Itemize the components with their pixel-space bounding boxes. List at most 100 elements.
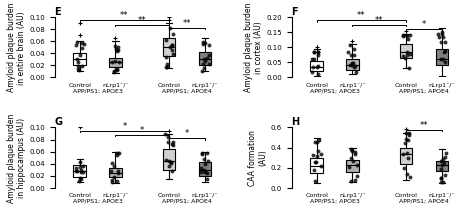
- Point: [163, 66, 171, 69]
- Point: [169, 141, 176, 144]
- Point: [168, 169, 176, 172]
- Point: [77, 169, 85, 172]
- Point: [402, 34, 410, 37]
- Text: APP/PS1; APOE4: APP/PS1; APOE4: [399, 88, 449, 94]
- Point: [203, 56, 210, 60]
- Point: [434, 33, 442, 36]
- Point: [438, 176, 445, 180]
- Point: [311, 160, 319, 164]
- Point: [400, 166, 408, 170]
- Bar: [400, 45, 412, 58]
- Point: [442, 41, 449, 45]
- Point: [115, 169, 122, 173]
- Point: [112, 37, 119, 40]
- Point: [313, 141, 321, 144]
- Point: [163, 38, 170, 42]
- Point: [347, 53, 355, 57]
- Point: [163, 56, 170, 59]
- Point: [347, 179, 355, 183]
- Point: [346, 64, 354, 67]
- Point: [169, 33, 176, 36]
- Point: [115, 61, 123, 64]
- Point: [114, 69, 121, 72]
- Point: [352, 151, 359, 154]
- Point: [401, 142, 409, 145]
- Point: [438, 32, 446, 36]
- Point: [165, 159, 173, 162]
- Point: [74, 67, 82, 71]
- Point: [351, 65, 359, 68]
- Point: [441, 60, 448, 64]
- Point: [76, 176, 83, 179]
- Point: [200, 157, 208, 161]
- Point: [402, 131, 410, 135]
- Bar: [163, 39, 175, 57]
- Point: [165, 164, 173, 168]
- Point: [113, 179, 121, 182]
- Point: [201, 163, 209, 166]
- Point: [315, 53, 322, 57]
- Bar: [109, 59, 122, 67]
- Point: [348, 149, 356, 152]
- Point: [199, 43, 207, 46]
- Point: [352, 152, 359, 155]
- Point: [201, 170, 209, 174]
- Bar: [73, 165, 86, 177]
- Point: [80, 42, 88, 46]
- Point: [165, 16, 173, 19]
- Point: [437, 180, 445, 184]
- Point: [74, 60, 82, 64]
- Point: [72, 166, 79, 169]
- Point: [317, 164, 325, 167]
- Y-axis label: Amyloid plaque burden
in cortex (AU): Amyloid plaque burden in cortex (AU): [244, 3, 264, 92]
- Point: [402, 128, 410, 131]
- Point: [169, 144, 176, 147]
- Point: [440, 50, 447, 54]
- Point: [108, 181, 116, 184]
- Point: [108, 178, 116, 181]
- Point: [317, 153, 325, 156]
- Point: [73, 169, 81, 173]
- Point: [310, 168, 318, 172]
- Point: [401, 57, 409, 60]
- Point: [353, 174, 360, 178]
- Bar: [436, 49, 448, 66]
- Text: *: *: [122, 121, 127, 130]
- Text: **: **: [183, 19, 191, 28]
- Point: [161, 132, 169, 136]
- Point: [404, 37, 411, 41]
- Text: APP/PS1; APOE4: APP/PS1; APOE4: [162, 199, 212, 203]
- Point: [313, 65, 321, 69]
- Point: [403, 50, 410, 54]
- Point: [114, 48, 121, 52]
- Point: [162, 158, 170, 162]
- Point: [438, 160, 445, 163]
- Point: [162, 66, 169, 69]
- Point: [439, 36, 447, 39]
- Point: [201, 42, 209, 45]
- Point: [439, 180, 447, 183]
- Point: [403, 35, 411, 38]
- Text: APP/PS1; APOE4: APP/PS1; APOE4: [399, 199, 449, 203]
- Point: [405, 134, 412, 137]
- Point: [111, 44, 119, 48]
- Point: [352, 70, 360, 73]
- Text: APP/PS1; APOE3: APP/PS1; APOE3: [310, 88, 359, 94]
- Point: [109, 61, 116, 64]
- Point: [315, 50, 322, 54]
- Point: [441, 50, 448, 53]
- Point: [313, 46, 320, 49]
- Point: [310, 65, 317, 69]
- Point: [73, 41, 81, 44]
- Text: *: *: [185, 129, 189, 138]
- Bar: [400, 148, 412, 164]
- Point: [205, 43, 213, 47]
- Point: [439, 157, 447, 160]
- Bar: [163, 149, 175, 170]
- Point: [167, 162, 175, 165]
- Text: **: **: [420, 121, 428, 130]
- Point: [353, 163, 360, 166]
- Point: [108, 169, 115, 173]
- Point: [169, 44, 176, 47]
- Point: [405, 66, 413, 70]
